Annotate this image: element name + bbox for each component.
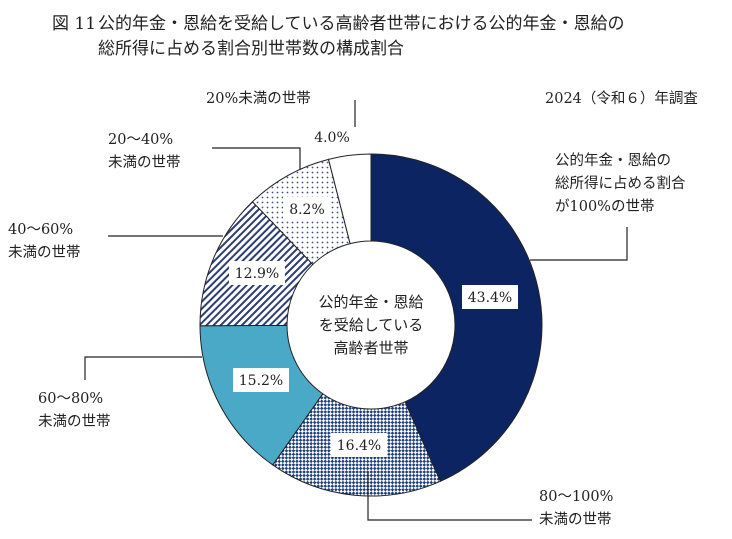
value-label-5: 4.0% [314,130,350,146]
chart-title-line-2: 総所得に占める割合別世帯数の構成割合 [98,39,404,59]
leader-line-0 [530,227,628,261]
category-label-2-line-2: 未満の世帯 [38,413,111,430]
value-label-2: 15.2% [233,368,289,392]
value-label-5-text: 4.0% [314,130,350,146]
value-label-1-text: 16.4% [337,438,381,454]
category-label-0-line-1: 公的年金・恩給の [555,152,671,169]
value-label-4-text: 8.2% [289,202,325,218]
category-label-3-line-1: 40〜60% [8,222,73,238]
leader-line-2 [84,356,202,380]
figure-number: 図 11 [52,14,96,34]
value-label-0: 43.4% [462,285,518,309]
chart-title-line-1: 公的年金・恩給を受給している高齢者世帯における公的年金・恩給の [98,14,625,34]
category-label-4-line-2: 未満の世帯 [108,154,181,171]
value-label-0-text: 43.4% [468,290,512,306]
leader-line-1 [367,472,532,521]
slice-pension-100 [370,153,543,482]
value-label-2-text: 15.2% [239,373,283,389]
slice-under-20 [327,153,372,245]
category-label-3-line-2: 未満の世帯 [8,244,81,261]
category-label-0-line-3: が100%の世帯 [555,198,654,215]
value-label-1: 16.4% [331,433,387,457]
value-label-4: 8.2% [283,197,331,221]
category-label-0-line-2: 総所得に占める割合 [555,175,686,192]
center-label-line-1: 公的年金・恩給 [318,293,423,311]
category-label-2-line-1: 60〜80% [38,391,103,407]
value-label-3: 12.9% [229,261,285,285]
category-label-1-line-2: 未満の世帯 [539,511,612,528]
category-label-4-line-1: 20〜40% [108,132,173,148]
survey-note: 2024（令和６）年調査 [545,90,698,107]
center-label-line-3: 高齢者世帯 [333,339,408,357]
category-label-5-line-1: 20%未満の世帯 [206,90,311,107]
value-label-3-text: 12.9% [235,266,279,282]
leader-lines [84,100,628,521]
category-label-1-line-1: 80〜100% [539,489,613,505]
center-label-line-2: を受給している [319,316,424,334]
leader-line-4 [212,147,301,170]
